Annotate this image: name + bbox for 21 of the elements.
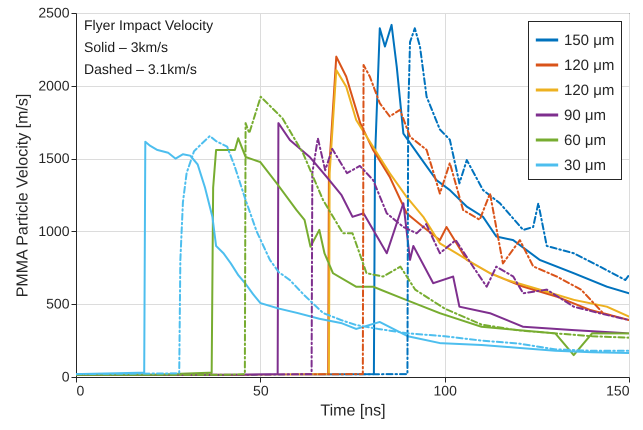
x-tick-label: 150 bbox=[606, 382, 630, 398]
y-tick-label: 1500 bbox=[38, 150, 70, 166]
legend-label: 120 μm bbox=[564, 57, 614, 74]
x-axis-title: Time [ns] bbox=[320, 402, 386, 420]
x-tick-label: 50 bbox=[253, 382, 269, 398]
y-tick-label: 1000 bbox=[38, 222, 70, 239]
legend-label: 60 μm bbox=[564, 132, 606, 149]
y-axis-title: PMMA Particle Velocity [m/s] bbox=[14, 94, 32, 298]
annotation: Flyer Impact Velocity bbox=[84, 17, 214, 33]
legend-label: 120 μm bbox=[564, 82, 614, 99]
x-tick-label: 100 bbox=[433, 382, 458, 398]
y-tick-label: 2000 bbox=[38, 77, 70, 94]
legend-label: 90 μm bbox=[564, 107, 606, 124]
legend-label: 30 μm bbox=[564, 157, 606, 174]
x-tick-label: 0 bbox=[76, 382, 84, 398]
legend-label: 150 μm bbox=[564, 32, 614, 49]
annotation: Solid – 3km/s bbox=[84, 39, 168, 55]
y-tick-label: 2500 bbox=[38, 4, 70, 20]
y-tick-label: 500 bbox=[46, 296, 70, 312]
annotation: Dashed – 3.1km/s bbox=[84, 61, 197, 77]
y-tick-label: 0 bbox=[62, 368, 70, 384]
